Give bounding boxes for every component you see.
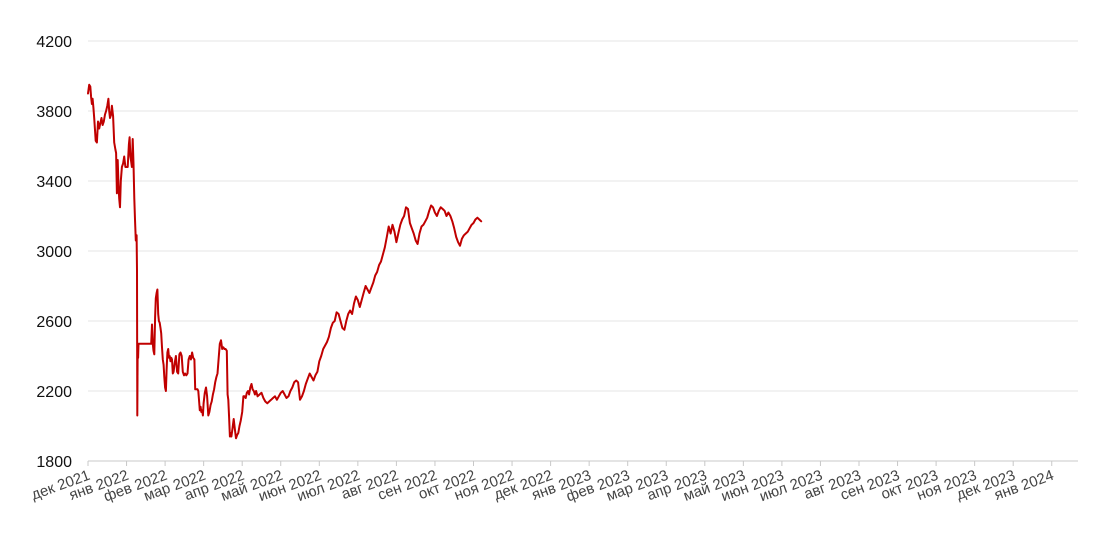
y-tick-label: 3800 bbox=[36, 104, 72, 121]
series-line bbox=[87, 83, 483, 440]
y-axis-ticks: 1800 2200 2600 3000 3400 3800 4200 bbox=[36, 34, 72, 471]
y-tick-label: 2600 bbox=[36, 314, 72, 331]
y-tick-label: 3000 bbox=[36, 244, 72, 261]
y-tick-label: 4200 bbox=[36, 34, 72, 51]
y-tick-label: 1800 bbox=[36, 454, 72, 471]
y-tick-label: 3400 bbox=[36, 174, 72, 191]
gridlines bbox=[88, 40, 1078, 392]
y-tick-label: 2200 bbox=[36, 384, 72, 401]
